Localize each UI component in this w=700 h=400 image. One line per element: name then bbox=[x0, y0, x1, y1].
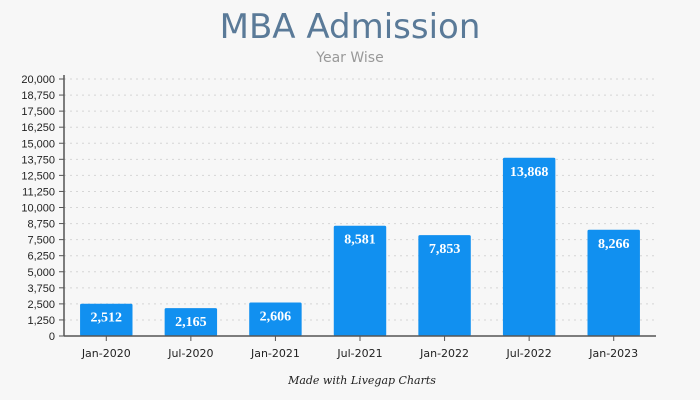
bar[interactable] bbox=[418, 235, 471, 336]
y-tick-label: 17,500 bbox=[21, 106, 55, 118]
x-tick-label: Jan-2022 bbox=[419, 347, 469, 360]
bar-value-label: 7,853 bbox=[429, 242, 461, 257]
chart-subtitle: Year Wise bbox=[315, 50, 383, 66]
x-tick-label: Jan-2020 bbox=[81, 347, 131, 360]
y-tick-label: 13,750 bbox=[21, 154, 55, 166]
y-tick-label: 0 bbox=[49, 331, 55, 343]
bar-value-label: 2,606 bbox=[260, 310, 292, 325]
bar[interactable] bbox=[333, 225, 387, 336]
bar-value-label: 8,581 bbox=[344, 233, 376, 248]
y-tick-label: 10,000 bbox=[21, 203, 55, 215]
y-tick-label: 15,000 bbox=[21, 138, 55, 150]
y-tick-label: 2,500 bbox=[27, 299, 55, 311]
y-tick-label: 5,000 bbox=[27, 267, 55, 279]
x-tick-label: Jul-2021 bbox=[336, 347, 382, 360]
y-tick-label: 7,500 bbox=[27, 235, 55, 247]
y-tick-label: 11,250 bbox=[22, 186, 55, 198]
x-tick-label: Jan-2023 bbox=[588, 347, 638, 360]
bar[interactable] bbox=[587, 229, 640, 336]
y-tick-label: 8,750 bbox=[27, 219, 55, 231]
x-axis-ticks: Jan-2020 Jul-2020 Jan-2021 Jul-2021 Jan-2022… bbox=[81, 336, 638, 360]
bar[interactable] bbox=[502, 157, 556, 336]
y-tick-label: 20,000 bbox=[21, 74, 55, 86]
y-tick-label: 12,500 bbox=[21, 170, 55, 182]
footer-credit: Made with Livegap Charts bbox=[287, 374, 436, 387]
bar-value-label: 2,165 bbox=[175, 315, 207, 330]
y-tick-label: 16,250 bbox=[21, 122, 55, 134]
y-tick-label: 6,250 bbox=[27, 251, 55, 263]
bar[interactable] bbox=[80, 303, 133, 336]
y-tick-label: 3,750 bbox=[27, 283, 55, 295]
y-axis-ticks: 0 1,250 2,500 3,750 5,000 6,250 7,500 8,750 10,0… bbox=[21, 74, 64, 343]
bar-value-label: 13,868 bbox=[510, 165, 549, 180]
x-tick-label: Jul-2022 bbox=[506, 347, 552, 360]
data-labels: 2,512 2,165 2,606 8,581 7,853 13,868 8,266 bbox=[91, 165, 630, 330]
bar-value-label: 2,512 bbox=[91, 311, 123, 326]
x-tick-label: Jul-2020 bbox=[167, 347, 213, 360]
bar[interactable] bbox=[249, 302, 302, 336]
bar[interactable] bbox=[164, 308, 218, 336]
y-tick-label: 18,750 bbox=[21, 90, 55, 102]
bars bbox=[80, 157, 640, 336]
chart-title: MBA Admission bbox=[220, 7, 481, 47]
bar-value-label: 8,266 bbox=[598, 237, 630, 252]
y-tick-label: 1,250 bbox=[27, 315, 55, 327]
x-tick-label: Jan-2021 bbox=[250, 347, 300, 360]
